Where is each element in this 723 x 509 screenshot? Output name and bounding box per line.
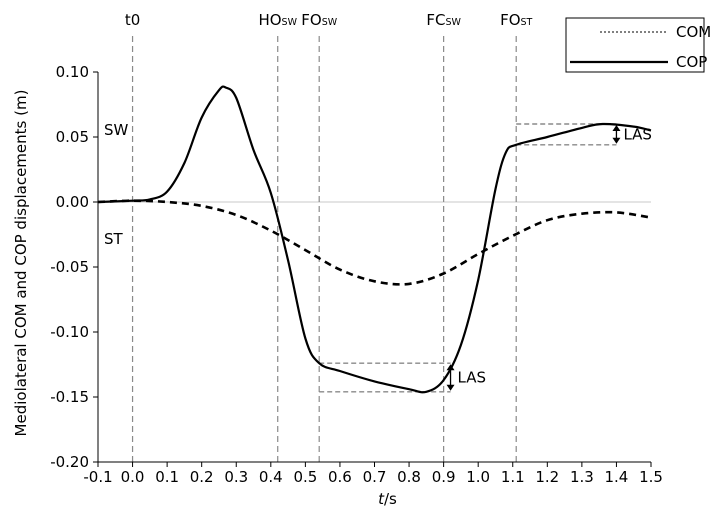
x-tick-label: 0.5 [293,468,317,486]
x-tick-label: 1.3 [570,468,594,486]
x-tick-label: 1.2 [535,468,559,486]
x-tick-label: 0.1 [155,468,179,486]
event-label: HOSW [258,11,297,29]
x-tick-label: 0.2 [190,468,214,486]
event-label-sub: SW [445,17,461,28]
event-label-main: FO [301,11,321,29]
x-tick-label: 0.4 [259,468,283,486]
sw-label: SW [104,121,129,139]
event-label-sub: SW [322,17,338,28]
y-tick-label: -0.05 [50,258,89,276]
event-label-sub: SW [282,17,298,28]
event-label: FOST [500,11,532,29]
x-axis-label-italic: t [378,490,385,508]
y-tick-label: -0.10 [50,323,89,341]
series-line-com [97,199,652,286]
x-tick-label: 1.1 [501,468,525,486]
y-tick-label: -0.20 [50,453,89,471]
las-top-arrow-head-up [612,125,621,131]
x-tick-label: 0.3 [224,468,248,486]
text-layer: Mediolateral COM and COP displacements (… [12,90,397,508]
x-tick-label: 0.6 [328,468,352,486]
legend-cop-label: COP [676,53,707,71]
x-axis-label: t/s [378,490,397,508]
las-top-arrow-head-down [612,137,621,144]
event-lines-layer: t0 HOSW FOSW FCSW FOST [125,11,533,462]
legend: COM COP [565,17,711,73]
x-tick-label: 0.9 [432,468,456,486]
y-axis-label: Mediolateral COM and COP displacements (… [12,90,30,437]
series-layer [97,85,652,394]
x-tick-label: -0.1 [83,468,112,486]
event-label: FCSW [426,11,461,29]
x-tick-label: 1.5 [639,468,663,486]
event-label-sub: ST [521,17,533,28]
event-label-main: FO [500,11,520,29]
st-label: ST [104,230,124,248]
x-tick-label: 0.0 [121,468,145,486]
axes-layer: 0.10 0.05 0.00 -0.05 -0.10 -0.15 -0.20-0.1 0.0 0… [50,63,663,486]
event-label: FOSW [301,11,337,29]
event-label-main: t0 [125,11,140,29]
x-tick-label: 1.0 [466,468,490,486]
x-tick-label: 0.7 [363,468,387,486]
y-tick-label: 0.10 [56,63,89,81]
y-tick-label: 0.05 [56,128,89,146]
legend-com-label: COM [676,23,711,41]
event-label: t0 [125,11,140,29]
las-bottom-label: LAS [458,369,486,387]
x-axis-label-unit: /s [384,490,397,508]
event-label-main: FC [426,11,445,29]
y-tick-label: -0.15 [50,388,89,406]
x-tick-label: 0.8 [397,468,421,486]
series-line-cop [97,85,652,394]
y-tick-label: 0.00 [56,193,89,211]
x-tick-label: 1.4 [605,468,629,486]
event-label-main: HO [258,11,281,29]
las-bottom-arrow-head-down [446,384,455,391]
